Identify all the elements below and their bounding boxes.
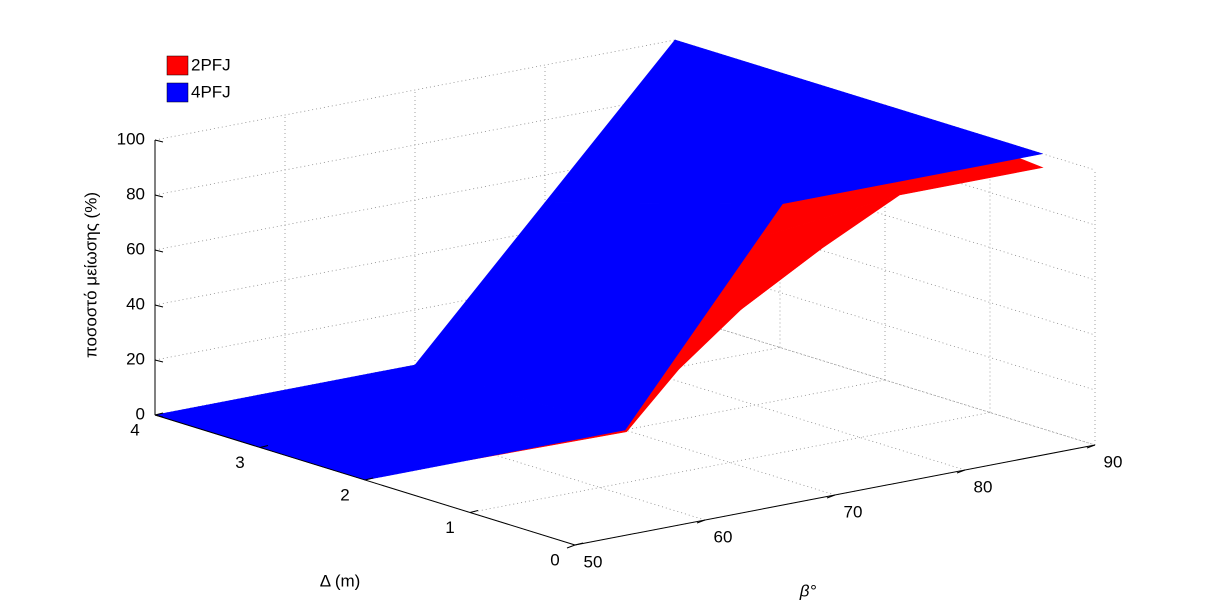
grid-line xyxy=(154,149,676,251)
x-tick-label: 50 xyxy=(584,552,603,571)
y-tick xyxy=(469,510,479,513)
y-tick-label: 1 xyxy=(445,518,454,537)
x-tick-label: 60 xyxy=(714,527,733,546)
z-tick xyxy=(154,194,164,198)
z-tick-label: 60 xyxy=(126,239,145,258)
x-tick xyxy=(696,519,706,524)
y-tick xyxy=(574,542,584,546)
x-tick xyxy=(956,469,966,474)
y-tick xyxy=(364,477,374,481)
z-tick-label: 80 xyxy=(126,184,145,203)
z-tick-label: 20 xyxy=(126,349,145,368)
z-tick xyxy=(154,139,164,143)
x-tick xyxy=(826,494,836,499)
legend-label: 2PFJ xyxy=(191,55,231,74)
y-tick-label: 0 xyxy=(550,550,559,569)
z-tick xyxy=(154,249,164,253)
y-tick-label: 2 xyxy=(340,485,349,504)
z-tick xyxy=(154,359,164,363)
x-axis-label: β° xyxy=(799,581,817,600)
z-tick-label: 0 xyxy=(136,404,145,423)
grid-line xyxy=(469,412,991,513)
surfaces xyxy=(154,39,1044,481)
grid-line xyxy=(154,94,676,196)
z-axis-label: ποσοστό μείωσης (%) xyxy=(81,192,100,358)
x-tick xyxy=(1086,444,1096,449)
grid-line xyxy=(154,204,676,306)
z-tick-label: 100 xyxy=(117,129,145,148)
x-tick-label: 90 xyxy=(1104,452,1123,471)
y-tick-label: 3 xyxy=(235,453,244,472)
y-tick xyxy=(259,445,269,448)
z-tick-label: 40 xyxy=(126,294,145,313)
y-axis-label: Δ (m) xyxy=(320,571,361,590)
x-tick-label: 70 xyxy=(844,502,863,521)
surface-patch xyxy=(544,39,1043,205)
y-tick-label: 4 xyxy=(130,420,139,439)
legend-label: 4PFJ xyxy=(191,82,231,101)
x-tick xyxy=(566,544,576,549)
legend-swatch xyxy=(166,55,189,76)
z-tick xyxy=(154,304,164,308)
y-tick xyxy=(154,412,164,416)
grid-line xyxy=(154,39,676,141)
z-tick xyxy=(154,414,164,418)
legend: 2PFJ 4PFJ xyxy=(162,49,250,107)
grid-line xyxy=(154,259,676,361)
legend-swatch xyxy=(166,82,189,103)
x-tick-label: 80 xyxy=(974,477,993,496)
